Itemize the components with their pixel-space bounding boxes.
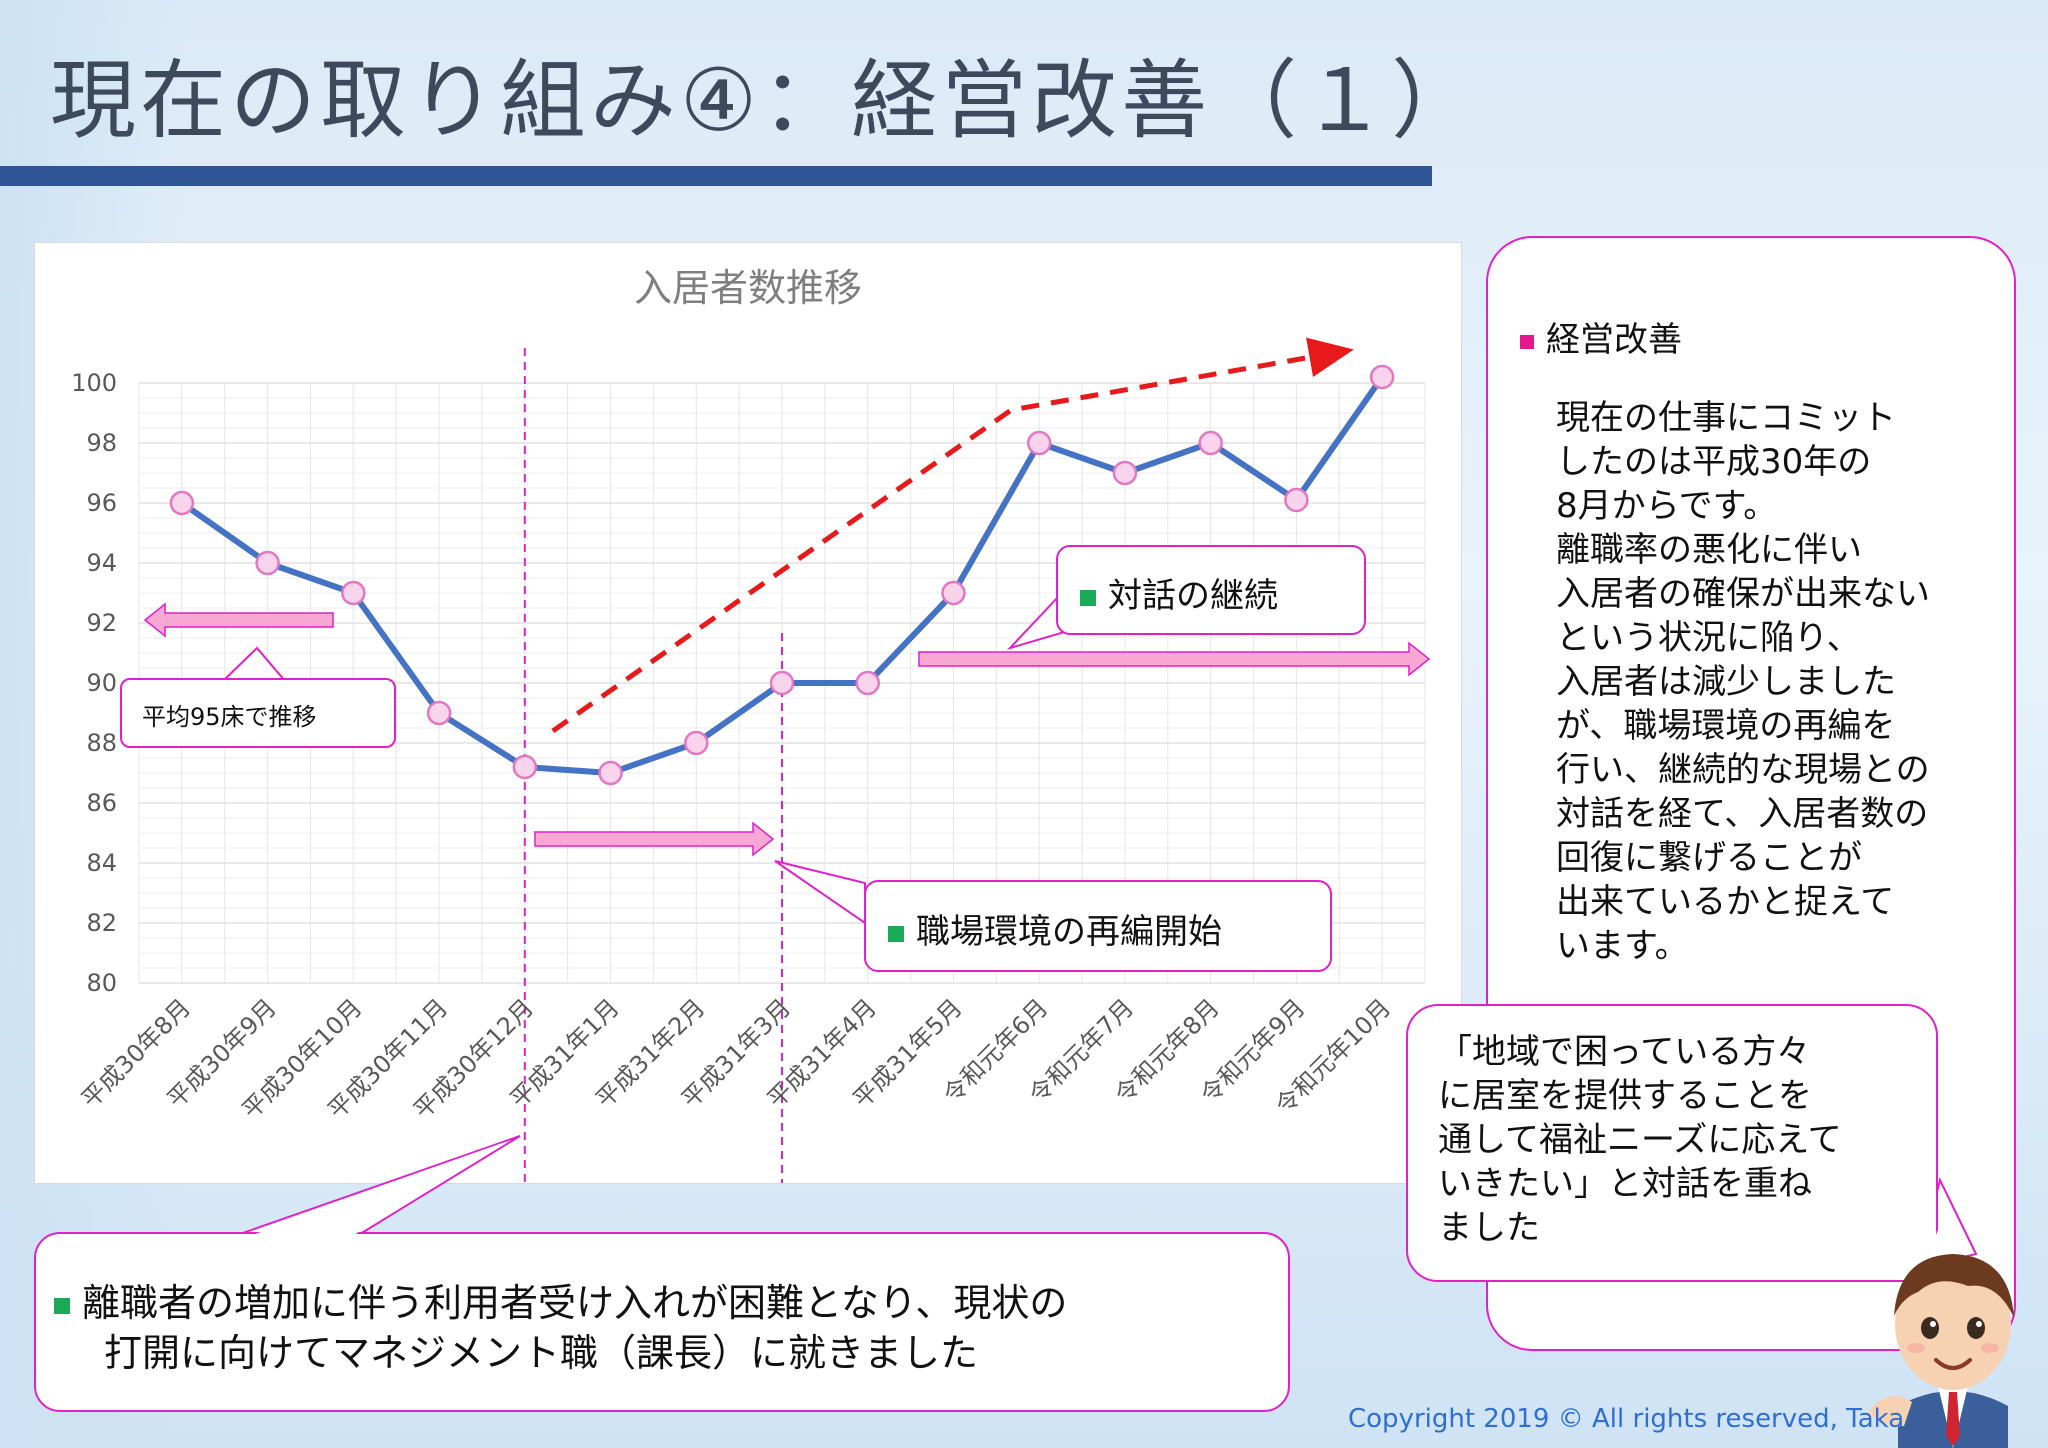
data-point xyxy=(255,550,280,576)
data-point xyxy=(769,670,795,696)
data-point xyxy=(855,670,880,696)
reorg-callout xyxy=(864,880,1332,972)
quote-line: いきたい」と対話を重ね xyxy=(1438,1164,1812,1204)
y-tick-label: 84 xyxy=(86,849,117,877)
data-point xyxy=(1026,430,1052,456)
chart-series xyxy=(169,364,1395,786)
explanation-line: したのは平成30年の xyxy=(1556,442,1872,482)
data-point xyxy=(341,580,366,606)
green-bullet-icon xyxy=(54,1297,70,1314)
y-tick-label: 90 xyxy=(86,669,117,697)
explanation-line: 現在の仕事にコミット xyxy=(1556,398,1896,438)
y-tick-label: 80 xyxy=(86,969,117,997)
trend-arrow xyxy=(551,337,1354,734)
quote-text: 「地域で困っている方々 に居室を提供することを 通して福祉ニーズに応えて いきた… xyxy=(1438,1030,1842,1250)
bottom-note-line: 打開に向けてマネジメント職（課長）に就きました xyxy=(104,1331,979,1375)
y-tick-label: 92 xyxy=(86,609,117,637)
pink-bullet-icon xyxy=(1520,334,1534,349)
quote-line: ました xyxy=(1438,1208,1540,1248)
explanation-line: 対話を経て、入居者数の xyxy=(1556,794,1929,834)
data-point xyxy=(941,580,966,606)
quote-bubble xyxy=(1406,1004,1938,1282)
copyright-text: Copyright 2019 © All rights reserved, Ta… xyxy=(1348,1404,1905,1434)
pink-arrow-reorg xyxy=(534,821,775,857)
explanation-line: います。 xyxy=(1556,926,1689,966)
data-point xyxy=(684,730,709,756)
chart-panel: 平成30年8月 平成30年9月 平成30年10月 平成30年11月 平成30年12月 平成… xyxy=(34,242,1462,1184)
line-chart: 平成30年8月平成30年9月平成30年10月平成30年11月平成30年12月平成… xyxy=(71,266,1431,1183)
chart-title: 入居者数推移 xyxy=(634,266,862,310)
y-tick-label: 98 xyxy=(86,429,117,457)
explanation-line: 回復に繋げることが xyxy=(1556,838,1862,878)
pink-arrow-left xyxy=(143,602,334,638)
data-point xyxy=(1112,460,1138,486)
explanation-heading: 経営改善 xyxy=(1520,312,1682,361)
y-tick-label: 88 xyxy=(86,729,117,757)
explanation-line: 8月からです。 xyxy=(1556,486,1778,526)
data-point xyxy=(426,700,452,726)
quote-line: 「地域で困っている方々 xyxy=(1438,1032,1811,1072)
quote-line: に居室を提供することを xyxy=(1438,1076,1812,1116)
dialogue-callout-text: 対話の継続 xyxy=(1080,568,1278,617)
explanation-line: 離職率の悪化に伴い xyxy=(1556,530,1862,570)
explanation-line: 入居者の確保が出来ない xyxy=(1556,574,1930,614)
avg-callout xyxy=(120,678,396,748)
data-point xyxy=(1198,430,1223,456)
y-tick-label: 100 xyxy=(71,369,117,397)
bottom-note-box xyxy=(34,1232,1290,1412)
businessman-mascot-icon xyxy=(1868,1254,2014,1448)
data-point xyxy=(1369,364,1395,390)
y-tick-label: 86 xyxy=(86,789,117,817)
explanation-line: 行い、継続的な現場との xyxy=(1556,750,1930,790)
y-tick-label: 94 xyxy=(86,549,117,577)
quote-line: 通して福祉ニーズに応えて xyxy=(1438,1120,1842,1160)
explanation-line: 入居者は減少しました xyxy=(1556,662,1896,702)
explanation-heading-label: 経営改善 xyxy=(1546,320,1682,360)
reorg-callout-label: 職場環境の再編開始 xyxy=(916,912,1222,952)
data-point xyxy=(169,490,195,516)
slide-title: 現在の取り組み④：経営改善（１） xyxy=(50,51,1482,151)
bottom-note-text: 離職者の増加に伴う利用者受け入れが困難となり、現状の 打開に向けてマネジメント職… xyxy=(54,1278,1067,1378)
title-underline-bar xyxy=(0,166,1432,186)
data-point xyxy=(598,760,623,786)
explanation-line: という状況に陥り、 xyxy=(1556,618,1861,658)
green-bullet-icon xyxy=(1080,589,1096,606)
explanation-body: 現在の仕事にコミット したのは平成30年の 8月からです。 離職率の悪化に伴い … xyxy=(1556,396,1930,968)
explanation-line: が、職場環境の再編を xyxy=(1556,706,1896,746)
data-point xyxy=(1284,487,1309,513)
explanation-line: 出来ているかと捉えて xyxy=(1556,882,1895,922)
pink-arrow-dialogue xyxy=(918,641,1431,677)
green-bullet-icon xyxy=(888,925,904,942)
reorg-callout-text: 職場環境の再編開始 xyxy=(888,904,1222,953)
y-tick-label: 82 xyxy=(86,909,117,937)
data-point xyxy=(512,754,538,780)
y-tick-label: 96 xyxy=(86,489,117,517)
bottom-note-line: 離職者の増加に伴う利用者受け入れが困難となり、現状の xyxy=(82,1281,1068,1325)
y-tick-labels: 80 82 84 86 88 90 92 94 96 98 100 xyxy=(71,369,117,997)
dialogue-callout-label: 対話の継続 xyxy=(1108,576,1278,616)
dialogue-callout xyxy=(1056,545,1366,635)
avg-callout-label: 平均95床で推移 xyxy=(142,703,317,731)
